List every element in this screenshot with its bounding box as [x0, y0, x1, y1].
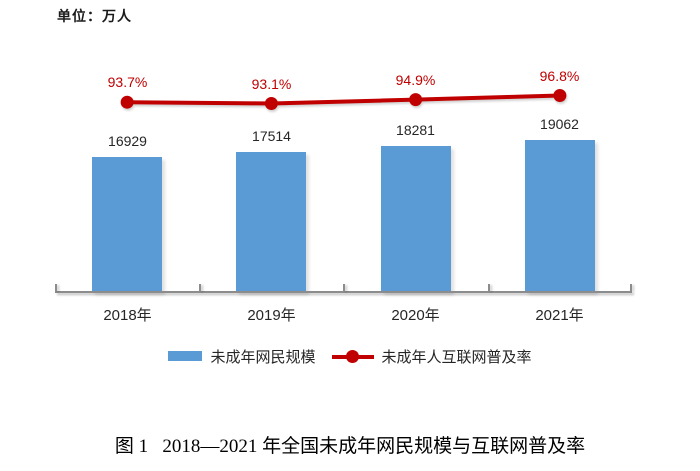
unit-label: 单位：万人	[57, 8, 132, 24]
bar-value-label-2019: 17514	[252, 128, 291, 144]
line-value-label-2020: 94.9%	[395, 72, 436, 88]
bar-2020	[381, 146, 451, 292]
bar-2019	[236, 152, 306, 292]
line-series-marker-icon	[331, 349, 374, 363]
bar-series-legend-label: 未成年网民规模	[210, 348, 316, 366]
trend-point-2021	[553, 89, 567, 103]
penetration-rate-line	[120, 89, 567, 110]
line-value-label-2018: 93.7%	[107, 74, 148, 90]
bar-series-swatch-icon	[168, 351, 203, 361]
x-axis-tick-0	[55, 284, 57, 291]
legend-item-bar-series: 未成年网民规模	[168, 346, 316, 367]
trend-point-2018	[120, 95, 134, 109]
line-value-label-2019: 93.1%	[251, 76, 292, 92]
x-axis-line	[55, 291, 632, 293]
figure-caption: 图 1 2018—2021 年全国未成年网民规模与互联网普及率	[114, 436, 586, 457]
line-series-dot-icon	[345, 349, 359, 363]
trend-polyline	[125, 93, 562, 106]
x-axis-label-2021: 2021年	[535, 307, 584, 324]
bar-2021	[525, 140, 595, 292]
bar-value-label-2018: 16929	[108, 133, 147, 149]
x-axis-tick-4	[630, 284, 632, 291]
x-axis-tick-3	[488, 284, 490, 291]
bar-value-label-2021: 19062	[540, 116, 579, 132]
bar-2018	[92, 157, 162, 292]
line-value-label-2021: 96.8%	[539, 68, 580, 84]
x-axis-label-2020: 2020年	[391, 307, 440, 324]
trend-point-2020	[409, 93, 423, 107]
x-axis-label-2018: 2018年	[103, 307, 152, 324]
legend-item-line-series: 未成年人互联网普及率	[331, 346, 532, 367]
x-axis-label-2019: 2019年	[247, 307, 296, 324]
x-axis-tick-1	[199, 284, 201, 291]
trend-point-2019	[264, 97, 278, 110]
bar-value-label-2020: 18281	[396, 122, 435, 138]
legend: 未成年网民规模 未成年人互联网普及率	[0, 344, 700, 368]
x-axis-tick-2	[343, 284, 345, 291]
line-series-legend-label: 未成年人互联网普及率	[381, 348, 532, 366]
